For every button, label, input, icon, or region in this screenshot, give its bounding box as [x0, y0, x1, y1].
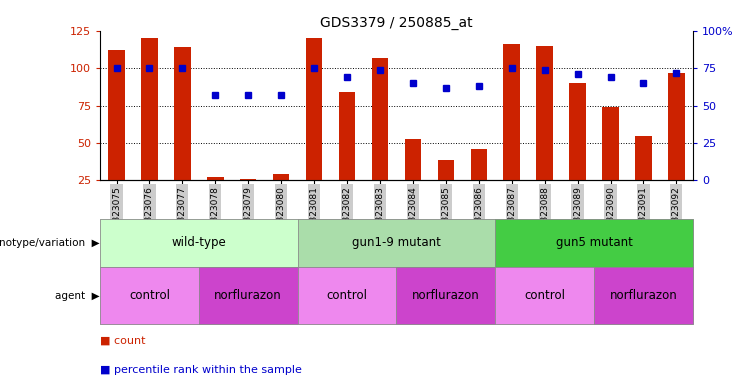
Text: control: control	[524, 289, 565, 302]
Bar	[142, 38, 158, 180]
Text: genotype/variation  ▶: genotype/variation ▶	[0, 238, 100, 248]
Bar	[240, 179, 256, 180]
Bar	[635, 136, 651, 180]
Bar	[273, 174, 290, 180]
Bar	[174, 47, 190, 180]
Bar	[199, 267, 298, 324]
Text: norflurazon: norflurazon	[610, 289, 677, 302]
Bar	[569, 83, 586, 180]
Bar	[536, 46, 553, 180]
Bar	[438, 159, 454, 180]
Text: gun1-9 mutant: gun1-9 mutant	[352, 237, 441, 249]
Text: norflurazon: norflurazon	[412, 289, 479, 302]
Bar	[602, 107, 619, 180]
Bar	[100, 219, 298, 267]
Bar	[503, 44, 520, 180]
Title: GDS3379 / 250885_at: GDS3379 / 250885_at	[320, 16, 473, 30]
Bar	[339, 92, 355, 180]
Bar	[100, 267, 199, 324]
Bar	[668, 73, 685, 180]
Text: wild-type: wild-type	[171, 237, 226, 249]
Bar	[396, 267, 495, 324]
Bar	[495, 267, 594, 324]
Bar	[298, 267, 396, 324]
Text: ■ percentile rank within the sample: ■ percentile rank within the sample	[100, 364, 302, 375]
Bar	[471, 149, 487, 180]
Text: control: control	[129, 289, 170, 302]
Bar	[207, 177, 224, 180]
Text: gun5 mutant: gun5 mutant	[556, 237, 633, 249]
Bar	[495, 219, 693, 267]
Bar	[594, 267, 693, 324]
Bar	[372, 58, 388, 180]
Bar	[108, 50, 124, 180]
Text: agent  ▶: agent ▶	[56, 291, 100, 301]
Text: norflurazon: norflurazon	[214, 289, 282, 302]
Bar	[405, 139, 421, 180]
Text: control: control	[327, 289, 368, 302]
Bar	[298, 219, 495, 267]
Text: ■ count: ■ count	[100, 336, 145, 346]
Bar	[306, 38, 322, 180]
